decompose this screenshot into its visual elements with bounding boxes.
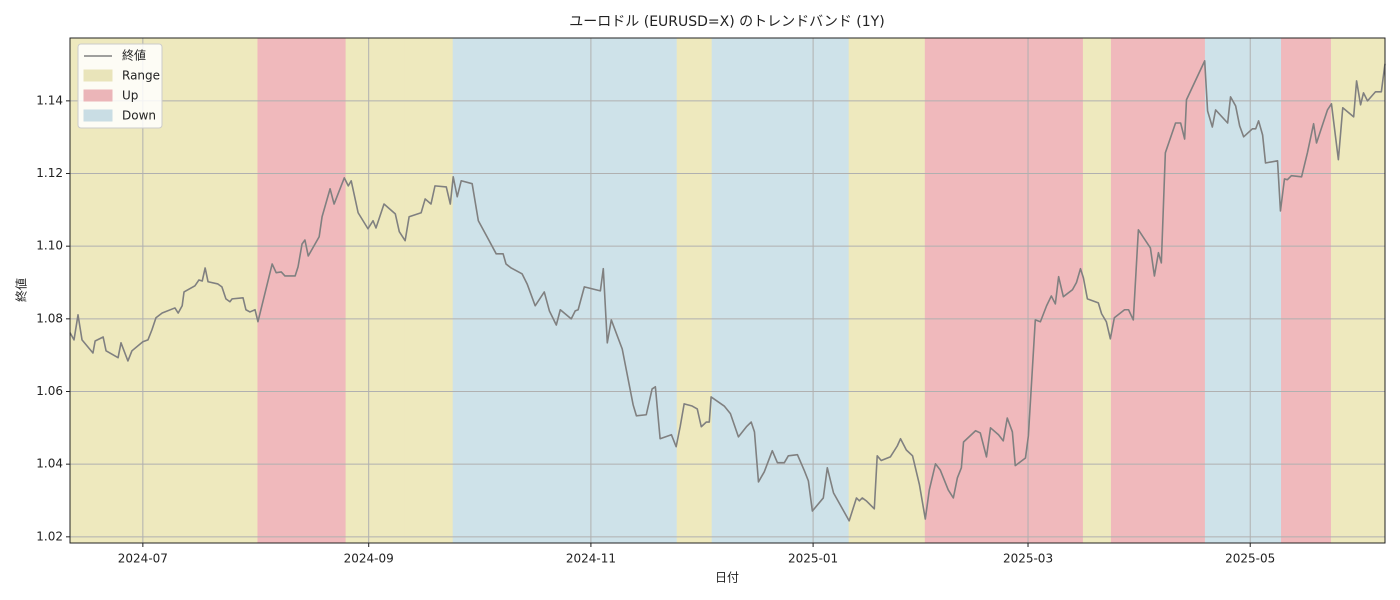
legend-label: Range — [122, 69, 160, 83]
legend-frame — [77, 43, 163, 129]
legend: 終値 Range Up Down — [77, 43, 163, 129]
trend-band — [204, 37, 259, 544]
trend-band — [452, 37, 678, 544]
trend-band — [676, 37, 713, 544]
trend-band — [257, 37, 347, 544]
y-tick-label: 1.02 — [36, 529, 63, 543]
plot-frame — [69, 37, 1386, 544]
y-tick-label: 1.10 — [36, 239, 63, 253]
y-tick-label: 1.08 — [36, 311, 63, 325]
trend-band — [1330, 37, 1386, 544]
y-tick-label: 1.04 — [36, 457, 63, 471]
y-axis-label: 終値 — [14, 278, 29, 302]
y-tick-label: 1.14 — [36, 93, 63, 107]
chart-title: ユーロドル (EURUSD=X) のトレンドバンド (1Y) — [569, 14, 884, 30]
trend-band — [1281, 37, 1332, 544]
legend-swatch — [83, 69, 113, 82]
y-tick-label: 1.12 — [36, 166, 63, 180]
x-tick-label: 2025-03 — [1003, 552, 1053, 566]
trend-band — [1082, 37, 1112, 544]
x-axis-label: 日付 — [715, 571, 739, 585]
trend-band — [924, 37, 1084, 544]
trend-band — [848, 37, 899, 544]
price-line — [69, 60, 1386, 522]
legend-swatch — [83, 89, 113, 102]
x-tick-label: 2024-11 — [566, 552, 616, 566]
trend-band — [1110, 37, 1206, 544]
x-tick-label: 2024-07 — [118, 552, 168, 566]
y-tick-label: 1.06 — [36, 384, 63, 398]
trend-band — [897, 37, 926, 544]
legend-label: Down — [122, 109, 156, 123]
x-tick-label: 2024-09 — [344, 552, 394, 566]
x-tick-label: 2025-05 — [1225, 552, 1275, 566]
legend-label: 終値 — [122, 48, 146, 63]
trend-band — [345, 37, 406, 544]
x-tick-label: 2025-01 — [788, 552, 838, 566]
legend-label: Up — [122, 89, 138, 103]
legend-swatch — [83, 109, 113, 122]
plot-area — [69, 37, 1386, 544]
trend-band — [711, 37, 850, 544]
trend-band — [404, 37, 454, 544]
trend-band — [1204, 37, 1283, 544]
